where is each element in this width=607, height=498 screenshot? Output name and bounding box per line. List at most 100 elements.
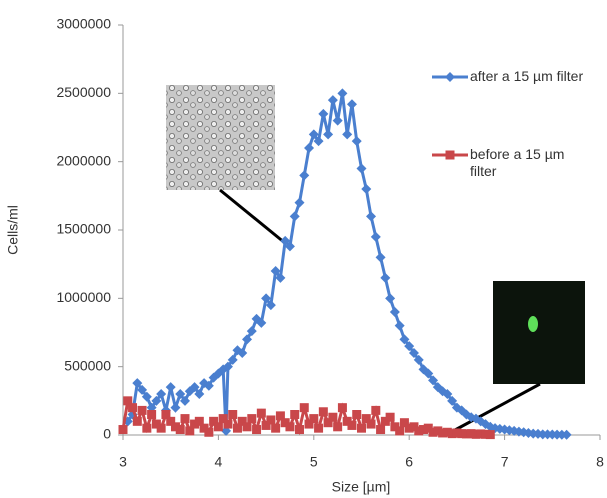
data-point <box>447 429 457 439</box>
data-point <box>314 423 324 433</box>
y-tick-label: 3000000 <box>56 16 111 32</box>
y-axis-label: Cells/ml <box>5 205 21 255</box>
x-tick-label: 8 <box>596 454 604 470</box>
data-point <box>242 422 252 432</box>
y-tick-label: 1000000 <box>56 289 111 305</box>
data-point <box>419 425 429 435</box>
data-point <box>304 143 315 153</box>
data-point <box>222 361 233 372</box>
data-point <box>170 422 180 432</box>
data-point <box>351 136 362 147</box>
data-point <box>118 425 128 435</box>
data-point <box>299 403 309 413</box>
data-point <box>323 418 333 428</box>
data-point <box>313 136 324 147</box>
data-point <box>180 414 190 424</box>
data-point <box>371 405 381 415</box>
data-point <box>165 382 176 393</box>
data-point <box>280 418 290 428</box>
data-point <box>261 293 272 304</box>
data-point <box>409 422 419 432</box>
data-point <box>237 416 247 426</box>
data-point <box>232 423 242 433</box>
inset-micrograph <box>166 85 275 190</box>
data-point <box>309 414 319 424</box>
data-point <box>161 410 171 419</box>
data-point <box>366 211 377 222</box>
data-point <box>442 427 452 437</box>
data-point <box>170 402 181 413</box>
legend-marker <box>445 150 455 160</box>
data-point <box>175 425 185 435</box>
data-point <box>228 410 238 419</box>
data-point <box>380 416 390 426</box>
data-point <box>271 423 281 433</box>
data-point <box>385 293 396 304</box>
data-point <box>376 425 386 435</box>
data-point <box>180 395 191 406</box>
data-point <box>433 426 443 436</box>
data-point <box>280 235 291 246</box>
data-point <box>132 378 143 389</box>
data-point <box>132 416 142 426</box>
data-point <box>175 389 186 399</box>
data-point <box>265 300 276 311</box>
data-point <box>328 412 338 422</box>
x-tick-label: 4 <box>215 454 223 470</box>
data-point <box>147 410 157 419</box>
data-point <box>414 426 424 436</box>
data-point <box>294 425 304 435</box>
data-point <box>209 416 219 426</box>
data-point <box>252 425 262 435</box>
data-point <box>156 423 166 433</box>
data-point <box>342 416 352 426</box>
data-point <box>375 252 386 263</box>
data-point <box>390 422 400 432</box>
data-point <box>218 414 228 424</box>
data-point <box>318 407 328 417</box>
data-point <box>333 422 343 432</box>
data-point <box>142 423 152 433</box>
data-point <box>361 184 372 194</box>
y-tick-label: 500000 <box>64 357 111 373</box>
data-point <box>318 108 329 119</box>
data-point <box>447 395 458 406</box>
data-point <box>356 163 367 174</box>
data-point <box>299 170 310 181</box>
data-point <box>323 129 334 140</box>
data-point <box>380 272 391 283</box>
data-point <box>284 241 295 252</box>
data-point <box>428 427 438 437</box>
data-point <box>289 211 300 222</box>
data-point <box>290 410 300 419</box>
data-point <box>275 411 285 421</box>
data-point <box>332 115 343 126</box>
data-point <box>275 272 286 283</box>
data-point <box>237 348 248 358</box>
green-cell <box>528 316 538 332</box>
data-point <box>413 354 424 365</box>
x-tick-label: 5 <box>310 454 318 470</box>
data-point <box>342 129 353 140</box>
data-point <box>485 430 495 440</box>
data-point <box>466 429 476 439</box>
y-tick-label: 2500000 <box>56 84 111 100</box>
data-point <box>457 429 467 439</box>
data-point <box>151 395 162 406</box>
x-axis-label: Size [µm] <box>332 479 391 495</box>
data-point <box>428 375 439 386</box>
data-point <box>227 354 238 365</box>
data-point <box>438 428 448 438</box>
data-point <box>389 307 400 317</box>
data-point <box>461 429 471 439</box>
data-point <box>308 129 319 140</box>
data-point <box>270 266 281 276</box>
data-point <box>256 408 266 418</box>
data-point <box>213 422 223 432</box>
data-point <box>190 419 200 429</box>
data-point <box>395 426 405 436</box>
data-point <box>471 429 481 439</box>
data-point <box>481 429 491 439</box>
